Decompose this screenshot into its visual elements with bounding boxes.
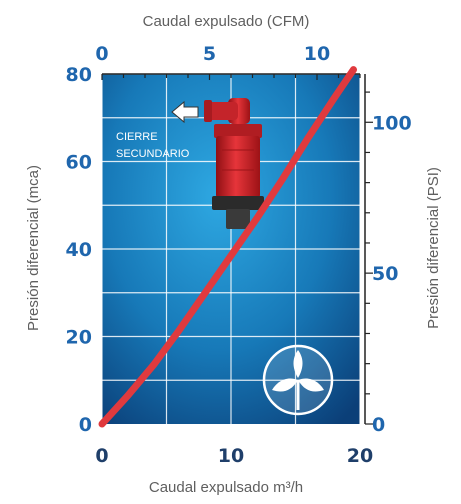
y-tick-label-left: 40 xyxy=(66,239,92,261)
y-tick-label-right: 100 xyxy=(372,112,412,134)
x-tick-label-top: 10 xyxy=(304,43,330,65)
x-tick-label-bottom: 10 xyxy=(218,445,244,467)
y-tick-label-left: 0 xyxy=(79,414,92,436)
top-axis-ticks xyxy=(101,74,361,80)
callout-line-1: CIERRE xyxy=(116,131,158,143)
arrow-icon xyxy=(171,100,199,124)
bottom-axis-labels: 0 10 20 xyxy=(95,445,373,467)
x-tick-label-top: 5 xyxy=(203,43,216,65)
x-axis-title-top: Caudal expulsado (CFM) xyxy=(143,13,310,30)
y-axis-title-right: Presión diferencial (PSI) xyxy=(425,167,442,329)
x-tick-label-bottom: 0 xyxy=(95,445,108,467)
x-tick-label-bottom: 20 xyxy=(347,445,373,467)
callout-line-2: SECUNDARIO xyxy=(116,148,190,160)
y-tick-label-left: 20 xyxy=(66,327,92,349)
y-tick-label-left: 60 xyxy=(66,152,92,174)
y-axis-title-left: Presión diferencial (mca) xyxy=(25,165,42,331)
left-axis-labels: 0 20 40 60 80 xyxy=(66,64,92,436)
series-line xyxy=(98,66,357,428)
x-tick-label-top: 0 xyxy=(95,43,108,65)
y-tick-label-left: 80 xyxy=(66,64,92,86)
right-axis-ticks xyxy=(365,91,373,425)
top-axis-labels: 0 5 10 xyxy=(95,43,330,65)
brand-logo-icon xyxy=(262,344,334,416)
y-tick-label-right: 0 xyxy=(372,414,385,436)
right-axis-labels: 0 50 100 xyxy=(372,112,412,436)
valve-illustration xyxy=(204,98,264,229)
y-tick-label-right: 50 xyxy=(372,263,398,285)
x-axis-title-bottom: Caudal expulsado m³/h xyxy=(149,479,303,496)
